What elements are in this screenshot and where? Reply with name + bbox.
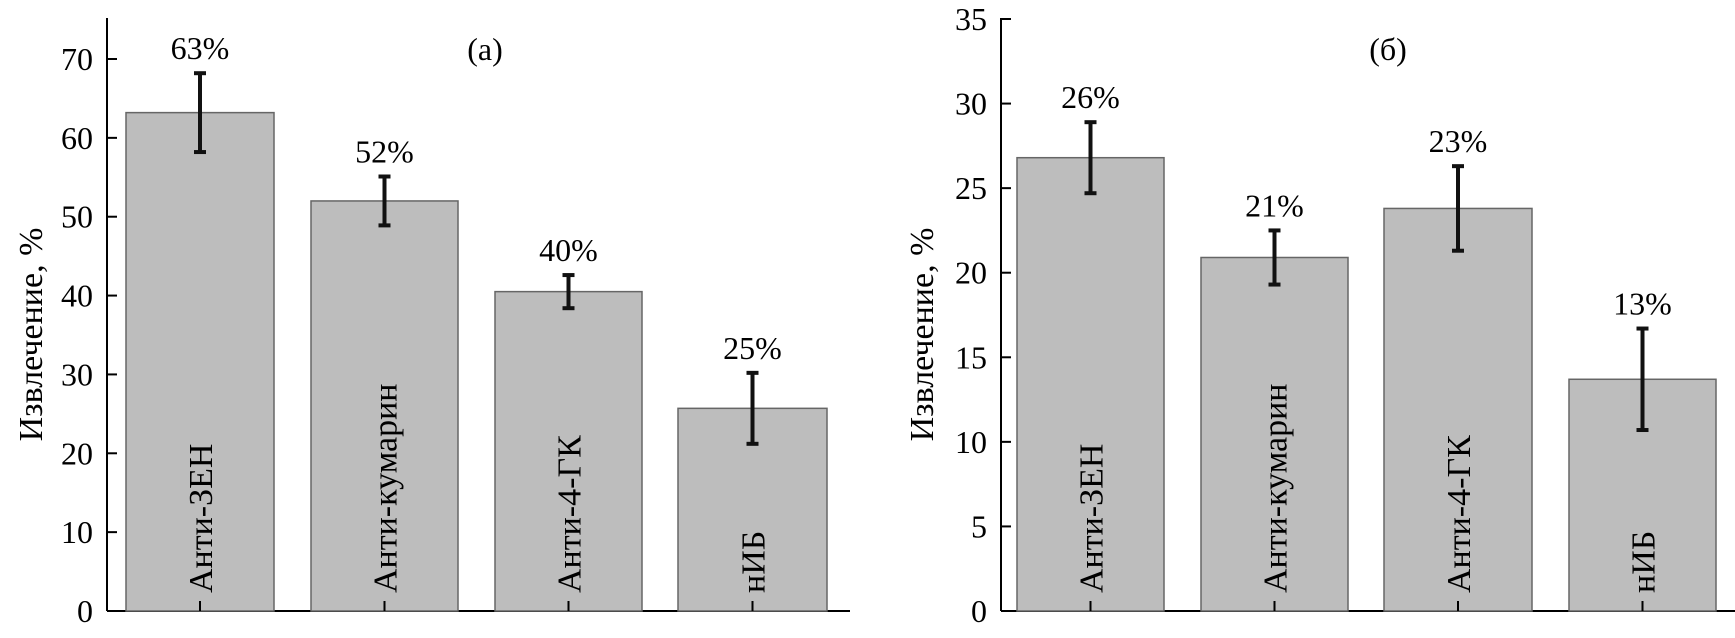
y-tick-label: 5 [971,508,987,544]
y-tick-label: 40 [61,278,93,314]
y-tick-label: 35 [955,1,987,37]
y-tick-label: 25 [955,170,987,206]
data-label: 26% [1061,79,1120,115]
data-label: 40% [539,232,598,268]
category-label: Анти-ЗЕН [1074,444,1111,593]
data-label: 52% [355,133,414,169]
data-label: 23% [1429,123,1488,159]
bar [1016,156,1165,612]
y-tick-label: 0 [971,593,987,629]
bar [310,200,459,612]
y-tick-label: 0 [77,593,93,629]
category-label: Анти-кумарин [1258,384,1295,593]
y-tick-label: 50 [61,199,93,235]
chart-panel-b: 0 5 10 15 20 25 30 35 Извлечение, % (б) 26% Анти-ЗЕ… [904,1,1735,629]
y-tick-label: 10 [61,514,93,550]
y-tick-label: 20 [955,255,987,291]
bar [1383,207,1533,612]
bar [1200,256,1349,612]
y-tick-label: 15 [955,339,987,375]
y-tick-label: 10 [955,424,987,460]
y-tick-label: 70 [61,41,93,77]
y-axis-label: Извлечение, % [13,228,50,442]
y-tick-label: 30 [61,356,93,392]
data-label: 13% [1613,286,1672,322]
chart-panel-a: 0 10 20 30 40 50 60 70 Извлечение, % (а) 63% Анти-З… [13,18,850,629]
y-tick-label: 60 [61,120,93,156]
y-axis-label: Извлечение, % [904,228,941,442]
category-label: нИБ [1626,531,1663,593]
y-tick-label: 30 [955,86,987,122]
data-label: 25% [723,330,782,366]
category-label: Анти-4-ГК [552,435,589,593]
data-label: 21% [1245,187,1304,223]
category-label: Анти-кумарин [368,384,405,593]
panel-label: (б) [1369,31,1407,67]
category-label: Анти-4-ГК [1441,435,1478,593]
y-tick-label: 20 [61,435,93,471]
category-label: нИБ [736,531,773,593]
data-label: 63% [171,30,230,66]
panel-label: (а) [467,31,503,67]
category-label: Анти-ЗЕН [183,444,220,593]
